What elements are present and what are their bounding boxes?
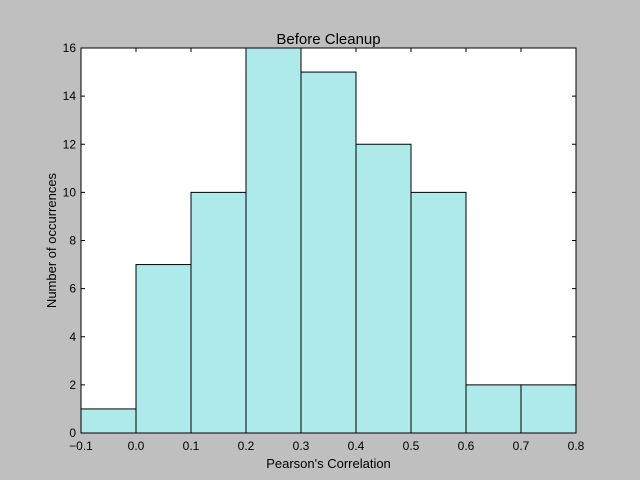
x-tick-label: 0.6	[458, 439, 475, 453]
y-tick-label: 4	[69, 330, 76, 344]
x-tick-label: 0.8	[568, 439, 585, 453]
plot-frame	[80, 47, 577, 434]
histogram-bar	[300, 71, 357, 434]
y-tick-label: 16	[63, 41, 77, 55]
y-tick-label: 10	[63, 185, 77, 199]
x-tick-label: 0.0	[128, 439, 145, 453]
x-tick-label: 0.5	[403, 439, 420, 453]
y-tick-label: 0	[69, 426, 76, 440]
histogram-bar	[80, 408, 137, 434]
y-tick-label: 8	[69, 234, 76, 248]
x-tick-label: 0.7	[513, 439, 530, 453]
y-axis-label: Number of occurrences	[44, 172, 59, 308]
histogram-bar	[520, 384, 577, 434]
y-tick-label: 14	[63, 89, 77, 103]
histogram-bar	[355, 143, 412, 434]
y-tick-label: 12	[63, 137, 77, 151]
x-tick-label: 0.2	[238, 439, 255, 453]
histogram-bar	[410, 191, 467, 434]
tick-labels-group: −0.1 0.0 0.1 0.2 0.3 0.4 0.5 0.6 0.7 0.8 0 2 4 6 8 10 12…	[63, 41, 585, 453]
x-axis-label: Pearson's Correlation	[266, 456, 391, 471]
x-tick-label: 0.4	[348, 439, 365, 453]
x-tick-label: 0.3	[293, 439, 310, 453]
bars-group	[80, 47, 577, 434]
histogram-bar	[190, 191, 247, 434]
histogram-bar	[465, 384, 522, 434]
y-tick-label: 2	[69, 378, 76, 392]
histogram-bar	[245, 47, 302, 434]
histogram-bar	[135, 264, 192, 434]
chart-title: Before Cleanup	[276, 31, 380, 48]
x-tick-label: 0.1	[183, 439, 200, 453]
x-tick-label: −0.1	[69, 439, 93, 453]
y-tick-label: 6	[69, 282, 76, 296]
